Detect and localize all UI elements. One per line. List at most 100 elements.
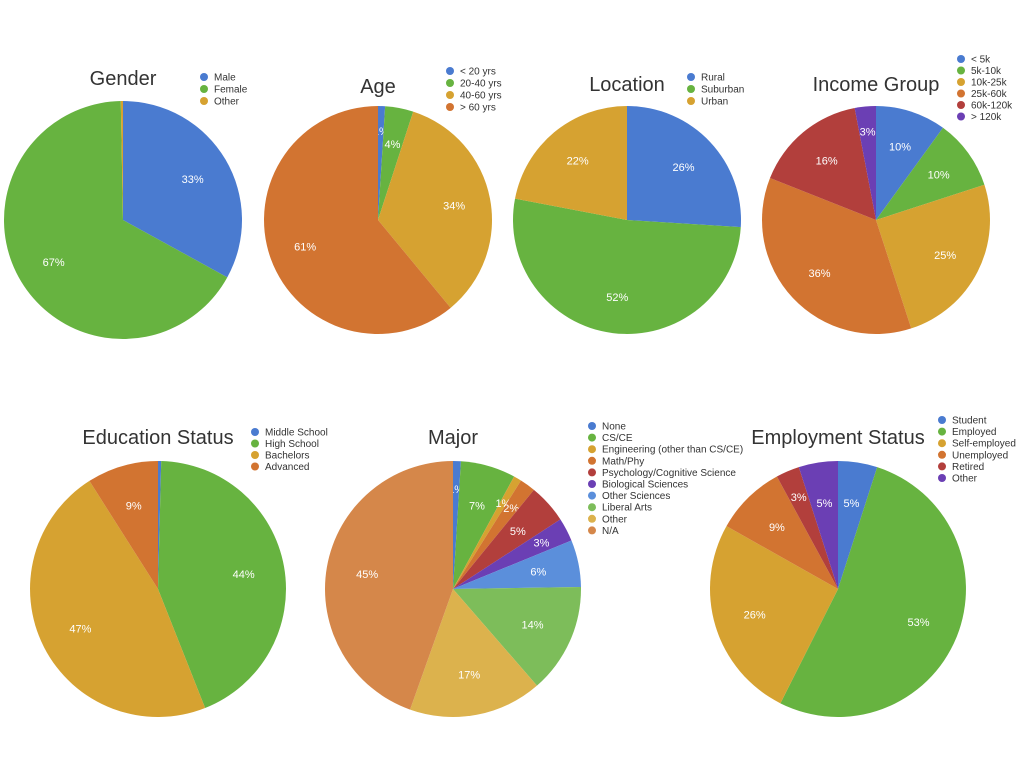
pie-slice-retired <box>776 467 838 589</box>
slice-value-label: 7% <box>469 500 485 512</box>
pie-slice-20-yrs <box>378 105 386 220</box>
legend-label: Employed <box>952 427 996 438</box>
legend-label: Other <box>214 97 240 108</box>
slice-value-label: 5% <box>844 498 860 510</box>
legend-label: Middle School <box>265 428 328 439</box>
legend-label: Suburban <box>701 85 744 96</box>
legend-label: Engineering (other than CS/CE) <box>602 445 743 456</box>
slice-value-label: 26% <box>672 162 694 174</box>
pie-slice-other <box>798 461 838 589</box>
legend-label: CS/CE <box>602 433 633 444</box>
pie-slice-self-employed <box>709 526 838 704</box>
pie-slice-female <box>4 101 228 339</box>
slice-value-label: 6% <box>530 567 546 579</box>
slice-value-label: 9% <box>769 522 785 534</box>
pie-slice-high-school <box>158 461 286 709</box>
legend-swatch <box>446 103 454 111</box>
legend-label: Advanced <box>265 462 309 473</box>
legend-swatch <box>938 427 946 436</box>
legend-swatch <box>446 67 454 75</box>
legend-label: Psychology/Cognitive Science <box>602 468 736 479</box>
pie-slice-urban <box>515 106 627 220</box>
pie-slice-other <box>410 589 537 718</box>
slice-value-label: 3% <box>791 492 807 504</box>
pie-slice-5k <box>876 106 944 220</box>
legend-swatch <box>251 451 259 459</box>
legend-swatch <box>938 450 946 459</box>
legend-swatch <box>957 101 965 109</box>
pie-slice-other-sciences <box>453 540 581 589</box>
legend-swatch <box>687 97 695 105</box>
legend-swatch <box>687 85 695 93</box>
chart-title: Gender <box>90 68 157 90</box>
legend-swatch <box>200 85 208 93</box>
legend-swatch <box>446 91 454 99</box>
slice-value-label: 52% <box>606 292 628 304</box>
pie-slice-psychology-cognitive-science <box>453 489 561 589</box>
chart-title: Age <box>360 76 396 98</box>
legend-swatch <box>588 526 596 535</box>
pie-slice-n-a <box>324 461 453 710</box>
legend-swatch <box>251 462 259 471</box>
pie-slice-math-phy <box>453 480 534 589</box>
legend-label: High School <box>265 439 319 450</box>
slice-value-label: 4% <box>385 139 401 151</box>
legend-swatch <box>938 439 946 448</box>
legend-swatch <box>588 445 596 454</box>
chart-title: Income Group <box>813 74 940 96</box>
legend-swatch <box>938 416 946 424</box>
slice-value-label: 22% <box>567 155 589 167</box>
legend-label: Male <box>214 73 236 84</box>
legend-label: 20-40 yrs <box>460 79 502 90</box>
slice-value-label: 16% <box>816 155 838 167</box>
legend-label: < 20 yrs <box>460 67 496 78</box>
legend-swatch <box>588 514 596 523</box>
slice-value-label: 3% <box>860 127 876 139</box>
slice-value-label: 17% <box>458 670 480 682</box>
legend-label: 5k-10k <box>971 66 1002 77</box>
legend-label: Retired <box>952 462 984 473</box>
slice-value-label: 10% <box>889 141 911 153</box>
legend-swatch <box>687 73 695 81</box>
legend-swatch <box>957 78 965 86</box>
pie-slice-60-yrs <box>264 106 451 334</box>
legend-label: Student <box>952 416 987 427</box>
legend-label: 60k-120k <box>971 101 1013 112</box>
pie-slice-5k-10k <box>876 127 985 220</box>
chart-title: Major <box>428 427 478 449</box>
pie-slice-other <box>120 100 123 220</box>
pie-slice-120k <box>854 106 876 220</box>
pie-slice-advanced <box>89 461 158 589</box>
slice-value-label: 25% <box>934 250 956 262</box>
legend-label: Other Sciences <box>602 491 670 502</box>
pie-slice-rural <box>627 106 742 228</box>
legend-swatch <box>938 462 946 471</box>
slice-value-label: 9% <box>126 500 142 512</box>
legend-label: 10k-25k <box>971 78 1008 89</box>
legend-label: Unemployed <box>952 450 1008 461</box>
legend-swatch <box>446 79 454 87</box>
legend-swatch <box>957 89 965 98</box>
slice-value-label: 33% <box>182 174 204 186</box>
chart-title: Education Status <box>82 427 233 449</box>
pie-slice-none <box>453 461 461 589</box>
slice-value-label: 34% <box>443 201 465 213</box>
legend-label: Rural <box>701 73 725 84</box>
legend-label: Bachelors <box>265 451 309 462</box>
pie-chart-education-status: Education Status 44% 47% 9% Middle SchoolHig… <box>30 427 328 717</box>
legend-label: Other <box>952 474 978 485</box>
legend-swatch <box>200 97 208 105</box>
pie-slice-employed <box>780 467 966 717</box>
legend-swatch <box>251 428 259 436</box>
legend-label: Female <box>214 85 248 96</box>
legend-label: Liberal Arts <box>602 503 652 514</box>
slice-value-label: 5% <box>817 498 833 510</box>
slice-value-label: 44% <box>233 569 255 581</box>
